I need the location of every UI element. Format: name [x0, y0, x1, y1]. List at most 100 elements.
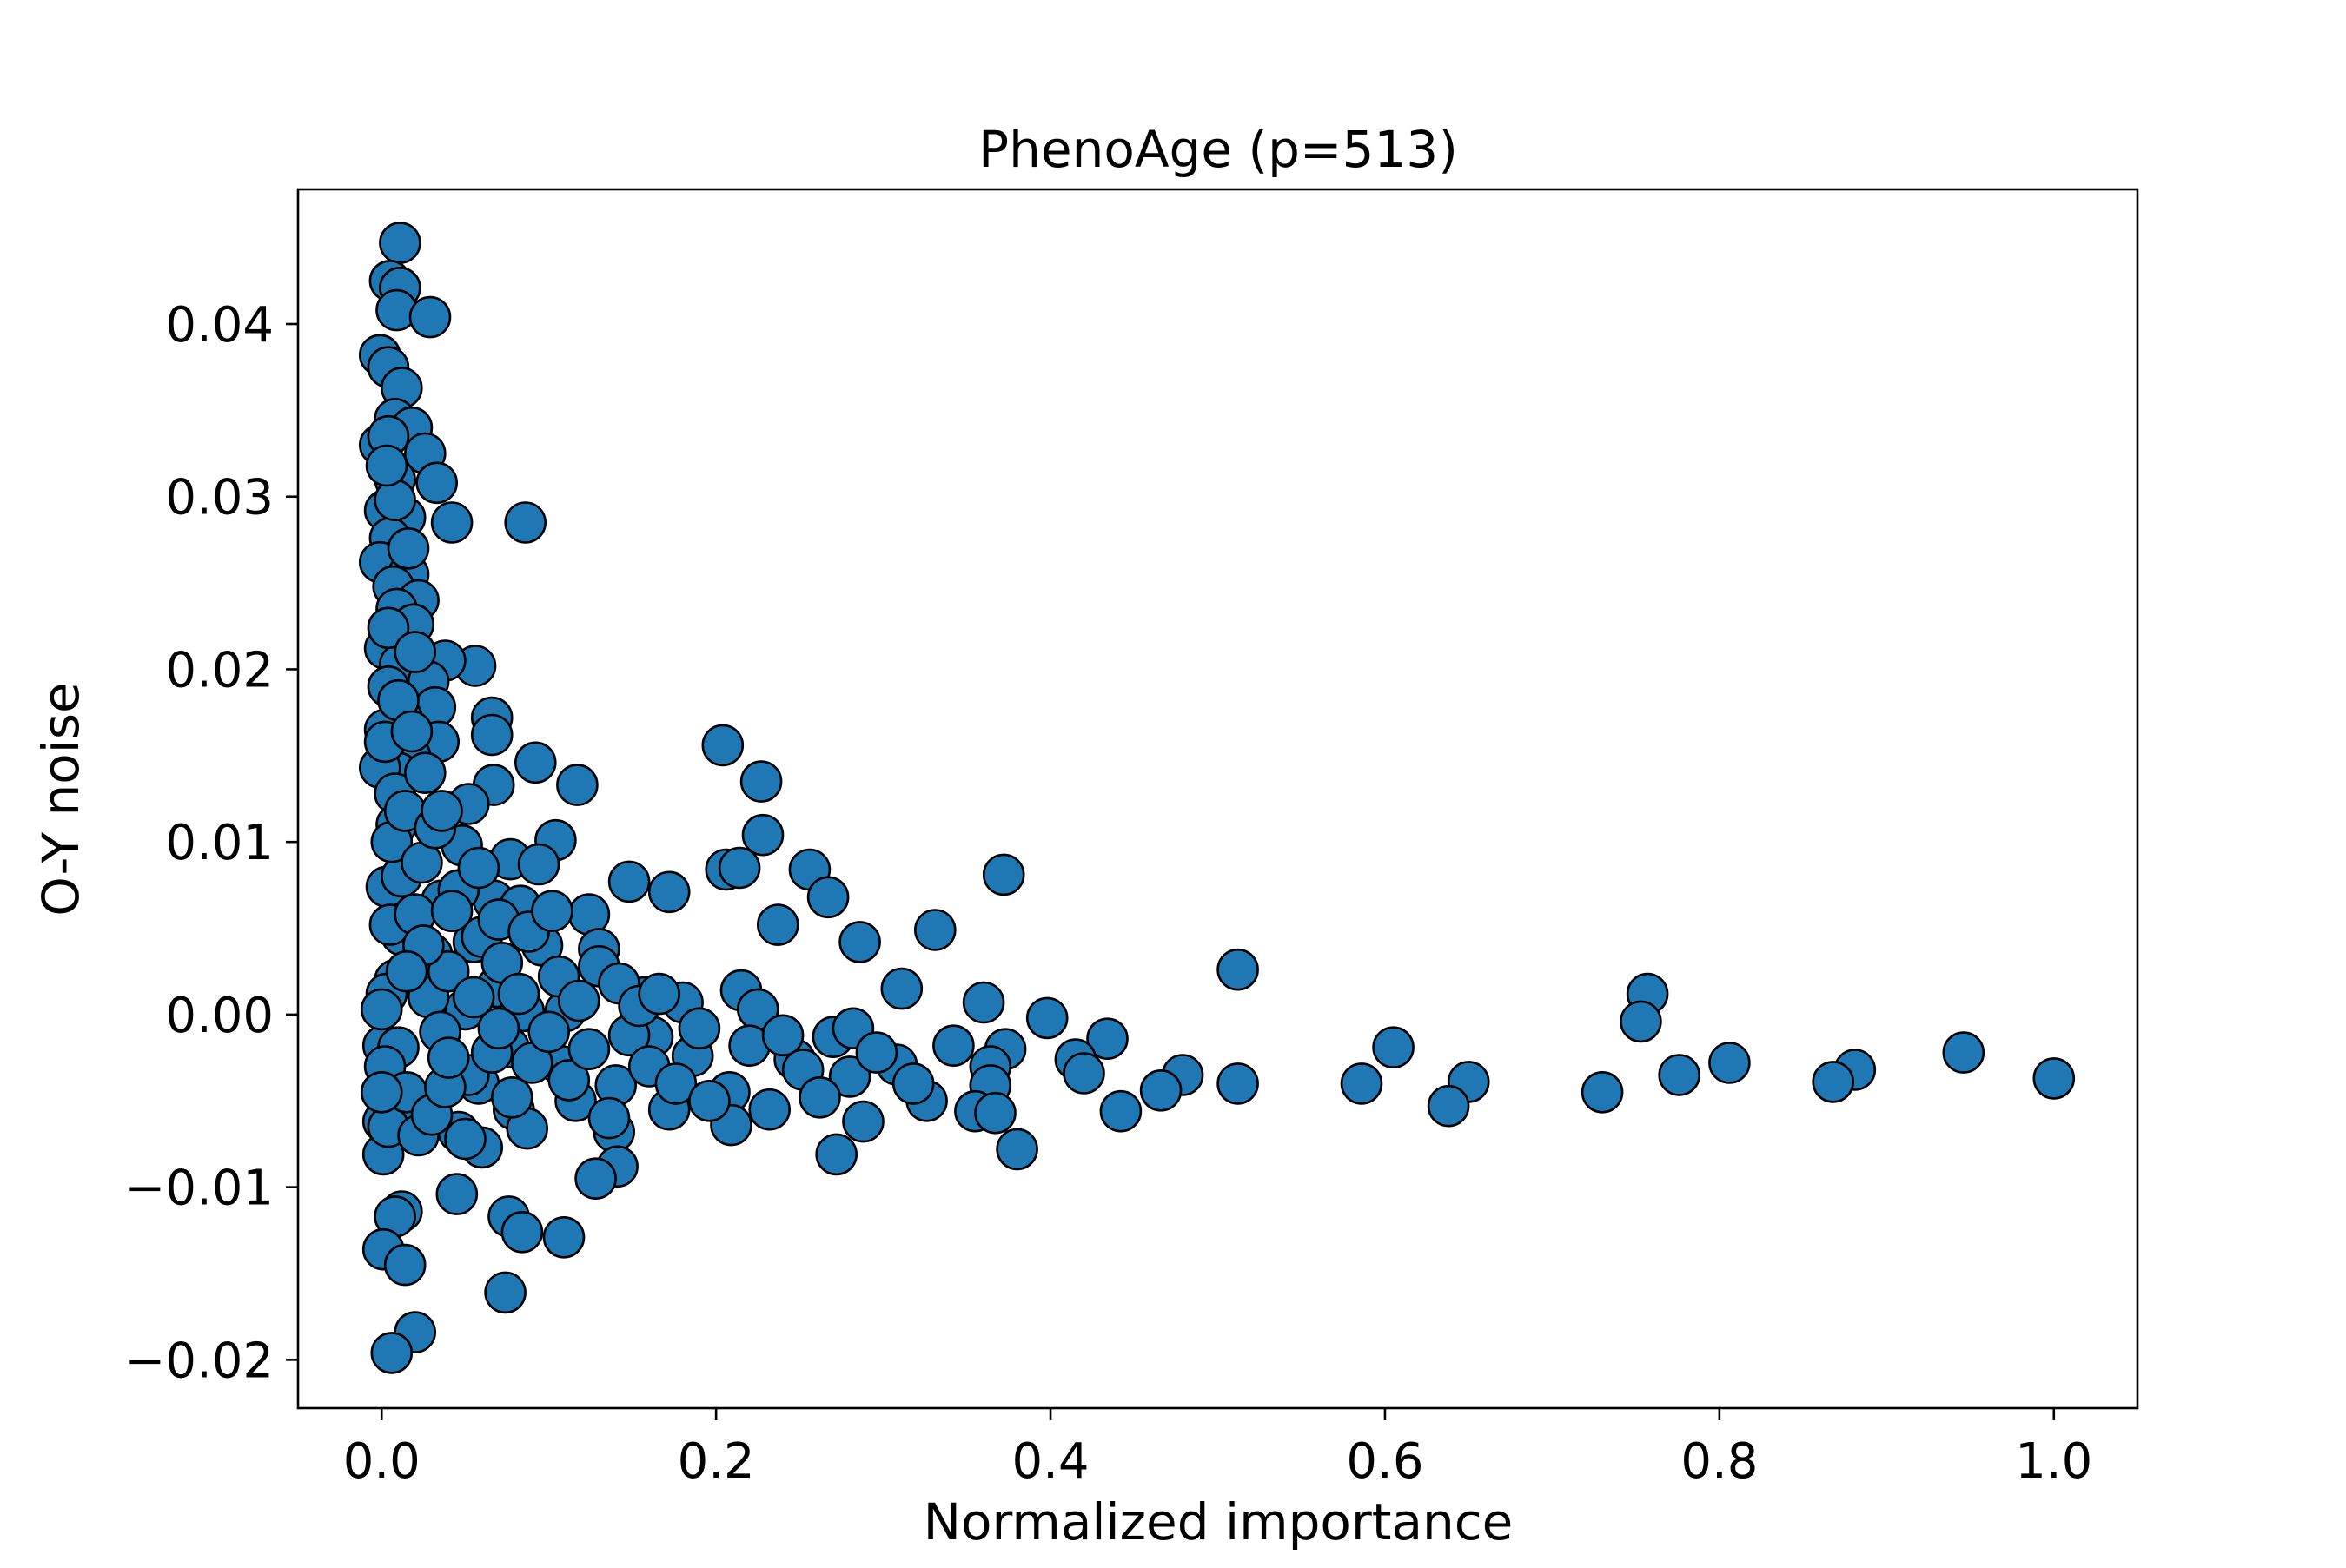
data-point — [891, 1062, 935, 1105]
data-point — [1216, 948, 1259, 991]
data-point — [385, 949, 428, 993]
data-point — [647, 870, 691, 914]
data-point — [470, 713, 514, 757]
data-point — [838, 921, 881, 963]
y-tick-label: 0.01 — [165, 815, 274, 871]
data-point — [880, 967, 924, 1010]
data-point — [504, 501, 547, 544]
data-point — [638, 972, 681, 1016]
data-point — [701, 724, 745, 767]
data-point — [427, 1036, 470, 1079]
data-point — [517, 843, 560, 886]
points-layer — [358, 222, 2076, 1374]
data-point — [748, 1088, 792, 1131]
data-point — [842, 1100, 885, 1143]
x-tick-label: 0.6 — [1346, 1433, 1423, 1490]
data-point — [741, 813, 785, 857]
data-point — [484, 1271, 527, 1314]
data-point — [739, 760, 783, 803]
data-point — [962, 981, 1005, 1024]
data-point — [1099, 1089, 1143, 1133]
data-point — [390, 710, 434, 753]
data-point — [2032, 1057, 2076, 1100]
data-point — [718, 846, 761, 890]
data-point — [1025, 996, 1069, 1040]
data-point — [452, 976, 495, 1019]
data-point — [427, 949, 470, 993]
data-point — [383, 1243, 427, 1287]
data-point — [756, 903, 799, 946]
y-tick-label: −0.02 — [124, 1333, 274, 1389]
data-point — [855, 1031, 898, 1074]
data-point — [408, 295, 452, 339]
data-point — [360, 1071, 403, 1114]
data-point — [1942, 1031, 1985, 1074]
y-tick-label: −0.01 — [124, 1161, 274, 1217]
data-point — [557, 979, 600, 1022]
data-point — [527, 1010, 571, 1054]
data-point — [1812, 1061, 1854, 1103]
x-tick-label: 0.8 — [1680, 1433, 1758, 1490]
data-point — [514, 741, 557, 784]
plot-frame — [296, 188, 2139, 1410]
data-point — [654, 1062, 698, 1105]
data-point — [1372, 1026, 1415, 1068]
data-point — [1620, 1000, 1662, 1043]
data-point — [1581, 1071, 1624, 1114]
data-point — [490, 1076, 533, 1119]
data-point — [556, 764, 599, 806]
y-tick-label: 0.03 — [165, 470, 274, 526]
y-axis-label: O-Y noise — [31, 682, 90, 916]
data-point — [444, 1117, 487, 1161]
x-tick-label: 0.4 — [1012, 1433, 1090, 1490]
data-point — [607, 860, 651, 903]
x-tick-label: 0.0 — [343, 1433, 421, 1490]
data-point — [435, 1173, 479, 1215]
data-point — [365, 444, 408, 487]
data-point — [1063, 1052, 1105, 1095]
data-point — [379, 222, 421, 264]
data-point — [1086, 1017, 1129, 1060]
data-point — [387, 526, 430, 570]
data-point — [982, 853, 1025, 896]
data-point — [678, 1007, 721, 1050]
x-axis-label: Normalized importance — [924, 1492, 1514, 1551]
y-tick-label: 0.04 — [165, 297, 274, 354]
data-point — [457, 846, 500, 890]
data-point — [1658, 1054, 1700, 1096]
data-point — [799, 1076, 841, 1119]
data-point — [996, 1128, 1038, 1171]
x-tick-label: 1.0 — [2015, 1433, 2092, 1490]
data-point — [932, 1024, 975, 1067]
data-point — [531, 890, 573, 932]
x-axis-ticks: 0.0 0.2 0.4 0.6 0.8 1.0 — [343, 1408, 2092, 1490]
data-point — [367, 606, 410, 650]
data-point — [497, 972, 540, 1016]
data-point — [828, 1055, 871, 1098]
y-axis-ticks: −0.02 −0.01 0.00 0.01 0.02 0.03 0.04 — [124, 297, 298, 1389]
y-tick-label: 0.00 — [165, 988, 274, 1044]
data-point — [542, 1216, 586, 1259]
data-point — [547, 1059, 591, 1102]
data-point — [587, 1096, 631, 1140]
data-point — [761, 1014, 805, 1057]
data-point — [806, 876, 850, 919]
data-point — [374, 479, 416, 522]
data-point — [415, 461, 459, 505]
data-point — [567, 1028, 611, 1070]
chart-title: PhenoAge (p=513) — [978, 120, 1458, 179]
data-point — [1139, 1069, 1183, 1112]
data-point — [394, 631, 437, 673]
data-point — [403, 751, 447, 795]
data-point — [1427, 1084, 1470, 1128]
y-tick-label: 0.02 — [165, 642, 274, 698]
data-point — [688, 1080, 731, 1122]
data-point — [914, 909, 957, 951]
data-point — [1340, 1062, 1383, 1105]
data-point — [421, 790, 463, 832]
x-tick-label: 0.2 — [678, 1433, 755, 1490]
data-point — [574, 1157, 617, 1200]
